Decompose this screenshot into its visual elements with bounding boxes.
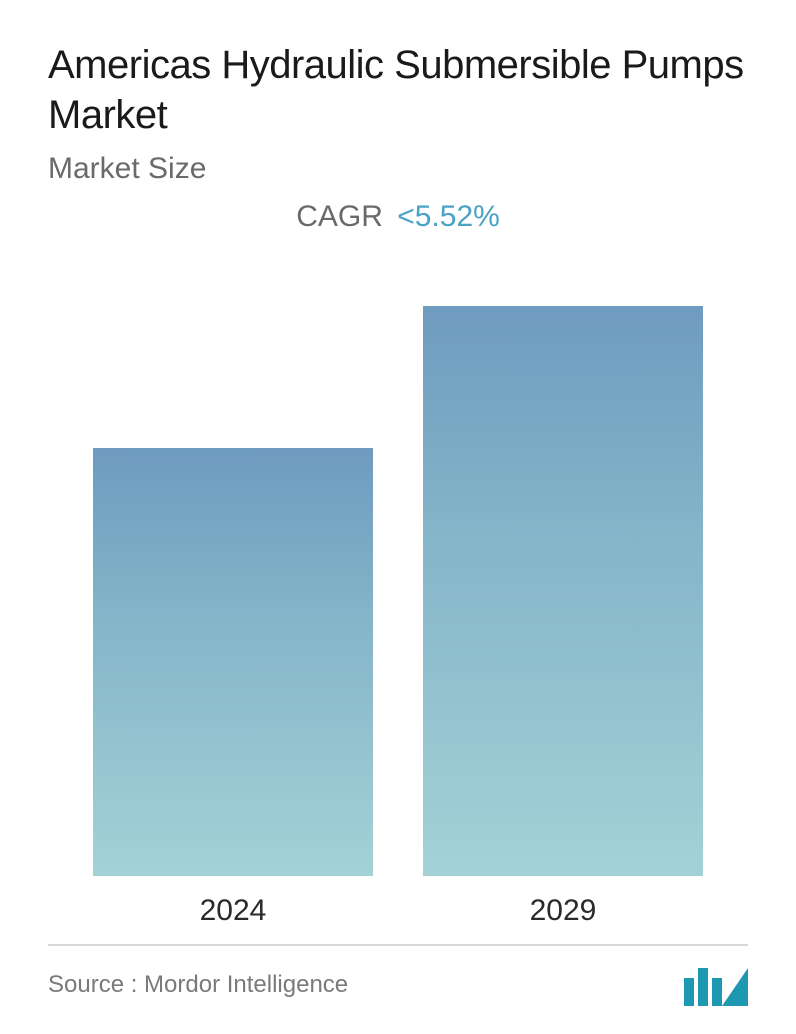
cagr-value: <5.52% — [397, 200, 500, 233]
cagr-row: CAGR <5.52% — [48, 200, 748, 234]
footer-divider — [48, 944, 748, 946]
cagr-label: CAGR — [296, 200, 383, 233]
xlabel-0: 2024 — [93, 894, 373, 928]
bars-row — [48, 286, 748, 876]
mordor-logo-icon — [682, 964, 748, 1006]
bar-2024 — [93, 448, 373, 876]
xlabel-1: 2029 — [423, 894, 703, 928]
bar-slot-1 — [423, 306, 703, 876]
x-axis-labels: 2024 2029 — [48, 894, 748, 928]
footer: Source : Mordor Intelligence — [48, 964, 748, 1006]
source-text: Source : Mordor Intelligence — [48, 971, 348, 999]
chart-subtitle: Market Size — [48, 152, 748, 186]
chart-area: 2024 2029 — [48, 264, 748, 938]
bar-2029 — [423, 306, 703, 876]
bar-slot-0 — [93, 448, 373, 876]
chart-title: Americas Hydraulic Submersible Pumps Mar… — [48, 40, 748, 140]
